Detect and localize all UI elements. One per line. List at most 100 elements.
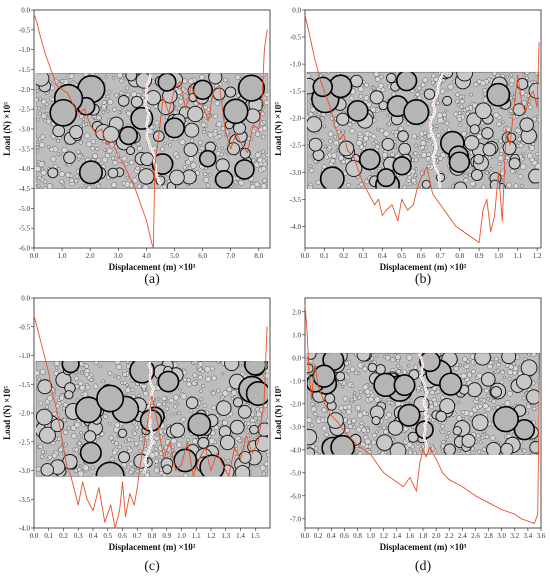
x-tick-label: 5.0 xyxy=(170,252,179,260)
data-point xyxy=(40,343,42,345)
data-point xyxy=(219,84,220,86)
data-point xyxy=(385,209,387,211)
data-point xyxy=(320,79,321,81)
x-tick-label: 3.2 xyxy=(510,532,519,540)
data-point xyxy=(396,481,398,483)
data-point xyxy=(78,112,80,114)
data-point xyxy=(261,108,262,110)
data-point xyxy=(363,449,365,451)
y-tick-label: 0.0 xyxy=(21,7,30,15)
x-tick-label: 0.2 xyxy=(314,532,323,540)
data-point xyxy=(482,209,484,211)
data-point xyxy=(536,106,538,108)
specimen-image-a xyxy=(35,73,269,189)
data-point xyxy=(185,108,187,110)
y-tick-label: -4.5 xyxy=(19,185,31,193)
data-point xyxy=(228,475,230,477)
data-point xyxy=(343,431,345,432)
x-tick-label: 1.0 xyxy=(177,532,186,540)
y-tick-label: -3.5 xyxy=(290,196,302,204)
y-tick-label: -7.0 xyxy=(290,515,302,523)
y-tick-label: -3.5 xyxy=(19,145,31,153)
data-point xyxy=(486,198,488,200)
data-point xyxy=(134,188,136,189)
x-tick-label: 1.4 xyxy=(236,532,245,540)
data-point xyxy=(139,464,141,466)
panel-label-a: (a) xyxy=(144,272,160,287)
data-point xyxy=(357,444,358,446)
x-tick-label: 0.8 xyxy=(353,532,362,540)
data-point xyxy=(534,523,535,524)
x-tick-label: 0.0 xyxy=(30,252,39,260)
y-tick-label: -6.0 xyxy=(290,492,302,500)
data-point xyxy=(494,215,495,216)
chart-panel-b: 0.0 0.1 0.2 0.3 0.4 0.5 0.6 0.7 0.8 0.9 1.0 1.1 1.2 0… xyxy=(273,0,550,290)
data-point xyxy=(520,518,522,520)
data-point xyxy=(330,414,332,416)
y-tick-label: -3.5 xyxy=(19,496,31,504)
data-point xyxy=(222,464,224,466)
x-tick-label: 0.6 xyxy=(340,532,349,540)
data-point xyxy=(86,498,88,500)
data-point xyxy=(151,243,153,245)
data-point xyxy=(461,486,463,487)
x-axis-label: Displacement (m) ×10² xyxy=(380,262,467,272)
data-point xyxy=(263,49,265,51)
data-point xyxy=(314,58,316,60)
panel-label-d: (d) xyxy=(414,559,432,574)
y-tick-label: -1.5 xyxy=(290,88,302,96)
data-point xyxy=(397,220,399,222)
data-point xyxy=(416,490,417,492)
x-axis-label: Displacement (m) ×10³ xyxy=(109,262,196,272)
data-point xyxy=(82,481,84,483)
x-tick-label: 8.0 xyxy=(254,252,263,260)
data-point xyxy=(234,447,236,448)
data-point xyxy=(36,21,38,23)
y-tick-label: -4.0 xyxy=(19,165,31,173)
data-point xyxy=(422,449,424,451)
data-point xyxy=(304,304,306,306)
y-tick-label: -4.0 xyxy=(290,446,302,454)
data-point xyxy=(308,31,310,33)
panel-label-c: (c) xyxy=(144,559,160,574)
y-tick-label: -3.0 xyxy=(290,169,302,177)
data-point xyxy=(50,69,52,70)
data-point xyxy=(122,481,123,483)
data-point xyxy=(368,193,370,195)
x-tick-label: 0.4 xyxy=(89,532,98,540)
y-tick-label: -3.0 xyxy=(19,467,31,475)
data-point xyxy=(308,368,310,370)
x-tick-label: 0.5 xyxy=(103,532,112,540)
y-tick-label: -2.0 xyxy=(290,400,302,408)
data-point xyxy=(140,203,142,205)
y-tick-label: -4.0 xyxy=(290,223,302,231)
data-point xyxy=(442,472,444,474)
data-point xyxy=(432,193,434,195)
data-point xyxy=(383,472,385,474)
data-point xyxy=(266,29,268,31)
y-tick-label: -1.0 xyxy=(19,46,31,54)
data-point xyxy=(246,435,247,437)
chart-panel-d: 0.0 0.2 0.4 0.6 0.8 1.0 1.2 1.4 1.6 1.8 2.0 2.2 2.4 2… xyxy=(273,288,550,577)
x-tick-label: 3.6 xyxy=(537,532,546,540)
y-tick-label: -0.5 xyxy=(290,34,302,42)
data-point xyxy=(435,458,437,460)
data-point xyxy=(48,372,50,374)
load-displacement-line-c xyxy=(33,315,268,529)
x-tick-label: 3.0 xyxy=(114,252,123,260)
x-tick-label: 1.2 xyxy=(207,532,216,540)
load-displacement-line-a xyxy=(33,13,268,249)
data-point xyxy=(74,493,76,494)
data-point xyxy=(110,504,112,506)
data-point xyxy=(350,437,352,439)
data-point xyxy=(129,493,131,494)
data-point xyxy=(463,231,465,233)
data-point xyxy=(513,106,515,108)
x-tick-label: 0.6 xyxy=(118,532,127,540)
y-axis-label: Load (N) ×10⁵ xyxy=(275,102,283,156)
data-point xyxy=(425,456,427,458)
data-point xyxy=(187,441,188,443)
x-tick-label: 0.4 xyxy=(327,532,336,540)
y-tick-label: -1.5 xyxy=(19,66,31,74)
specimen-image-b xyxy=(306,71,540,189)
